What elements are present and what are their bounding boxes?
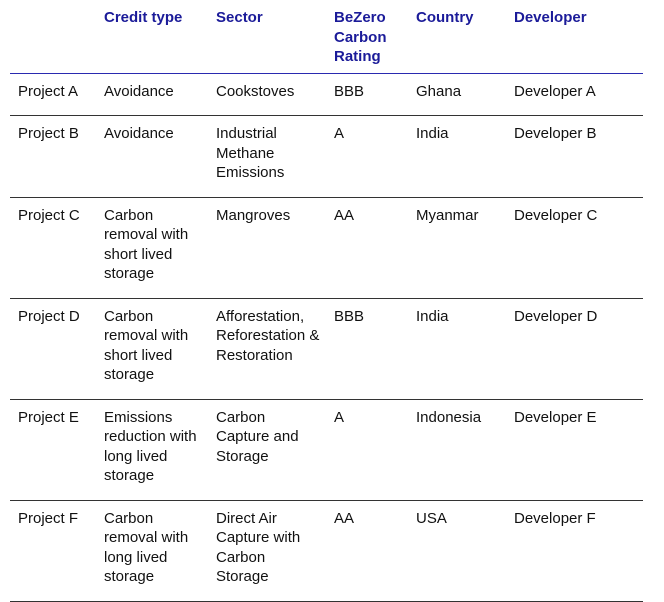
cell-developer: Developer D [506, 298, 643, 400]
cell-sector: Industrial Methane Emissions [208, 115, 326, 198]
cell-developer: Developer B [506, 115, 643, 198]
cell-rating: BBB [326, 73, 408, 116]
header-developer: Developer [506, 8, 643, 74]
cell-credit-type: Carbon removal with short lived storage [96, 197, 208, 299]
header-credit-type: Credit type [96, 8, 208, 74]
table-row: Project F Carbon removal with long lived… [10, 500, 643, 602]
table-row: Project D Carbon removal with short live… [10, 298, 643, 400]
cell-project: Project C [10, 197, 96, 299]
cell-credit-type: Emissions reduction with long lived stor… [96, 399, 208, 501]
cell-country: USA [408, 500, 506, 602]
cell-developer: Developer F [506, 500, 643, 602]
cell-project: Project E [10, 399, 96, 501]
cell-developer: Developer E [506, 399, 643, 501]
table-body: Project A Avoidance Cookstoves BBB Ghana… [10, 73, 643, 602]
cell-country: India [408, 298, 506, 400]
cell-country: India [408, 115, 506, 198]
table-row: Project C Carbon removal with short live… [10, 197, 643, 299]
projects-table-container: Credit type Sector BeZero Carbon Rating … [10, 8, 643, 602]
cell-rating: AA [326, 500, 408, 602]
cell-sector: Carbon Capture and Storage [208, 399, 326, 501]
cell-project: Project F [10, 500, 96, 602]
cell-sector: Cookstoves [208, 73, 326, 116]
cell-rating: A [326, 115, 408, 198]
cell-country: Myanmar [408, 197, 506, 299]
projects-table: Credit type Sector BeZero Carbon Rating … [10, 8, 643, 602]
cell-credit-type: Carbon removal with long lived storage [96, 500, 208, 602]
header-rating: BeZero Carbon Rating [326, 8, 408, 74]
cell-project: Project D [10, 298, 96, 400]
cell-credit-type: Avoidance [96, 73, 208, 116]
table-header: Credit type Sector BeZero Carbon Rating … [10, 8, 643, 74]
cell-country: Indonesia [408, 399, 506, 501]
table-row: Project A Avoidance Cookstoves BBB Ghana… [10, 73, 643, 116]
header-project [10, 8, 96, 74]
cell-credit-type: Carbon removal with short lived storage [96, 298, 208, 400]
cell-developer: Developer A [506, 73, 643, 116]
cell-developer: Developer C [506, 197, 643, 299]
table-row: Project E Emissions reduction with long … [10, 399, 643, 501]
header-country: Country [408, 8, 506, 74]
cell-sector: Mangroves [208, 197, 326, 299]
cell-rating: BBB [326, 298, 408, 400]
header-row: Credit type Sector BeZero Carbon Rating … [10, 8, 643, 74]
cell-sector: Direct Air Capture with Carbon Storage [208, 500, 326, 602]
cell-rating: AA [326, 197, 408, 299]
cell-rating: A [326, 399, 408, 501]
cell-country: Ghana [408, 73, 506, 116]
cell-project: Project B [10, 115, 96, 198]
table-row: Project B Avoidance Industrial Methane E… [10, 115, 643, 198]
cell-credit-type: Avoidance [96, 115, 208, 198]
cell-project: Project A [10, 73, 96, 116]
header-sector: Sector [208, 8, 326, 74]
cell-sector: Afforestation, Reforestation & Restorati… [208, 298, 326, 400]
